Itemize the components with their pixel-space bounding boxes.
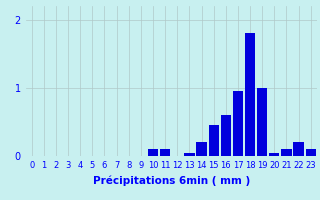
Bar [233,91,243,156]
Bar [184,153,195,156]
Bar [245,33,255,156]
Bar [306,149,316,156]
Bar [293,142,304,156]
Bar [160,149,170,156]
Bar [209,125,219,156]
Bar [269,153,279,156]
Bar [257,88,267,156]
X-axis label: Précipitations 6min ( mm ): Précipitations 6min ( mm ) [92,175,250,186]
Bar [281,149,292,156]
Bar [221,115,231,156]
Bar [196,142,207,156]
Bar [148,149,158,156]
